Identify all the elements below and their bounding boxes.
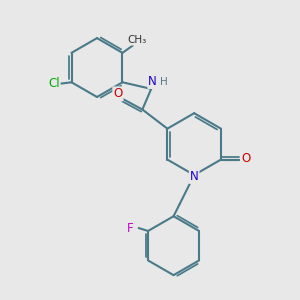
Text: O: O [241,152,250,165]
Text: N: N [190,170,199,183]
Text: CH₃: CH₃ [128,34,147,45]
Text: H: H [160,77,167,87]
Text: N: N [148,75,157,88]
Text: F: F [127,221,134,235]
Text: O: O [113,87,123,101]
Text: Cl: Cl [48,77,60,90]
